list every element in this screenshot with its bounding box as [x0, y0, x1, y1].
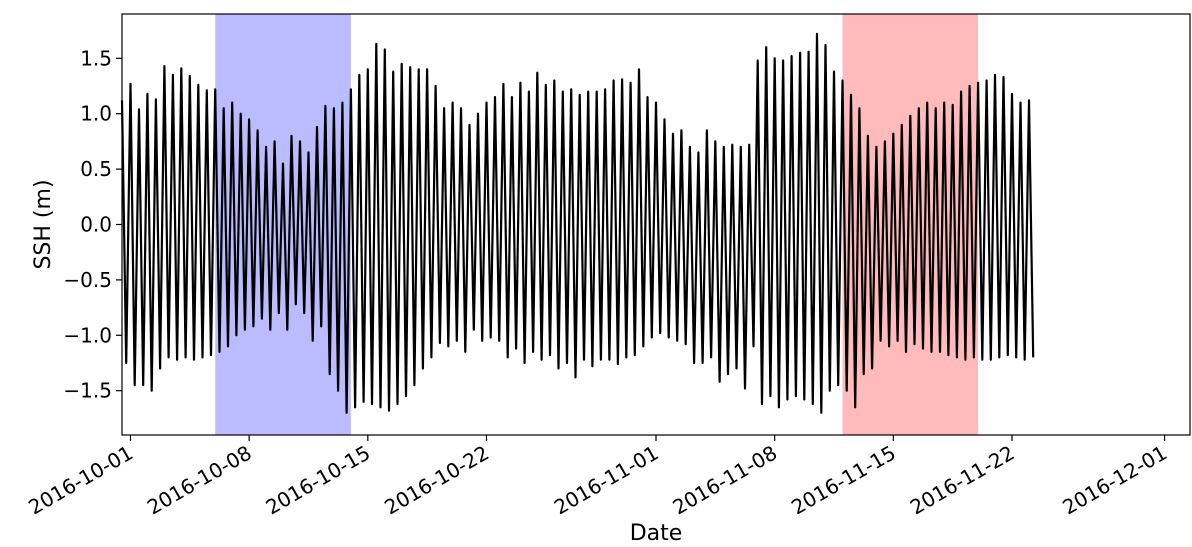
x-tick-label: 2016-10-15: [262, 441, 375, 520]
y-tick-label: −1.0: [63, 323, 112, 347]
series-group: [120, 32, 1035, 414]
y-tick-label: 1.5: [80, 46, 112, 70]
x-tick-label: 2016-10-08: [143, 441, 256, 520]
x-tick-label: 2016-12-01: [1058, 441, 1171, 520]
y-tick-label: 0.5: [80, 157, 112, 181]
y-tick-label: 1.0: [80, 102, 112, 126]
x-axis-title: Date: [630, 521, 683, 546]
y-axis: −1.5 −1.0 −0.5 0.0 0.5 1.0 1.5: [63, 46, 122, 403]
y-tick-label: −0.5: [63, 268, 112, 292]
x-tick-label: 2016-11-22: [906, 441, 1019, 520]
x-tick-label: 2016-10-01: [24, 441, 137, 520]
y-axis-title: SSH (m): [31, 179, 56, 269]
series-line-1: [120, 32, 1035, 414]
x-tick-label: 2016-10-22: [380, 441, 493, 520]
y-tick-label: −1.5: [63, 379, 112, 403]
x-tick-label: 2016-11-01: [550, 441, 663, 520]
x-axis: 2016-10-01 2016-10-08 2016-10-15 2016-10-22…: [24, 435, 1171, 519]
x-tick-label: 2016-11-08: [669, 441, 782, 520]
y-tick-label: 0.0: [80, 213, 112, 237]
x-tick-label: 2016-11-15: [787, 441, 900, 520]
